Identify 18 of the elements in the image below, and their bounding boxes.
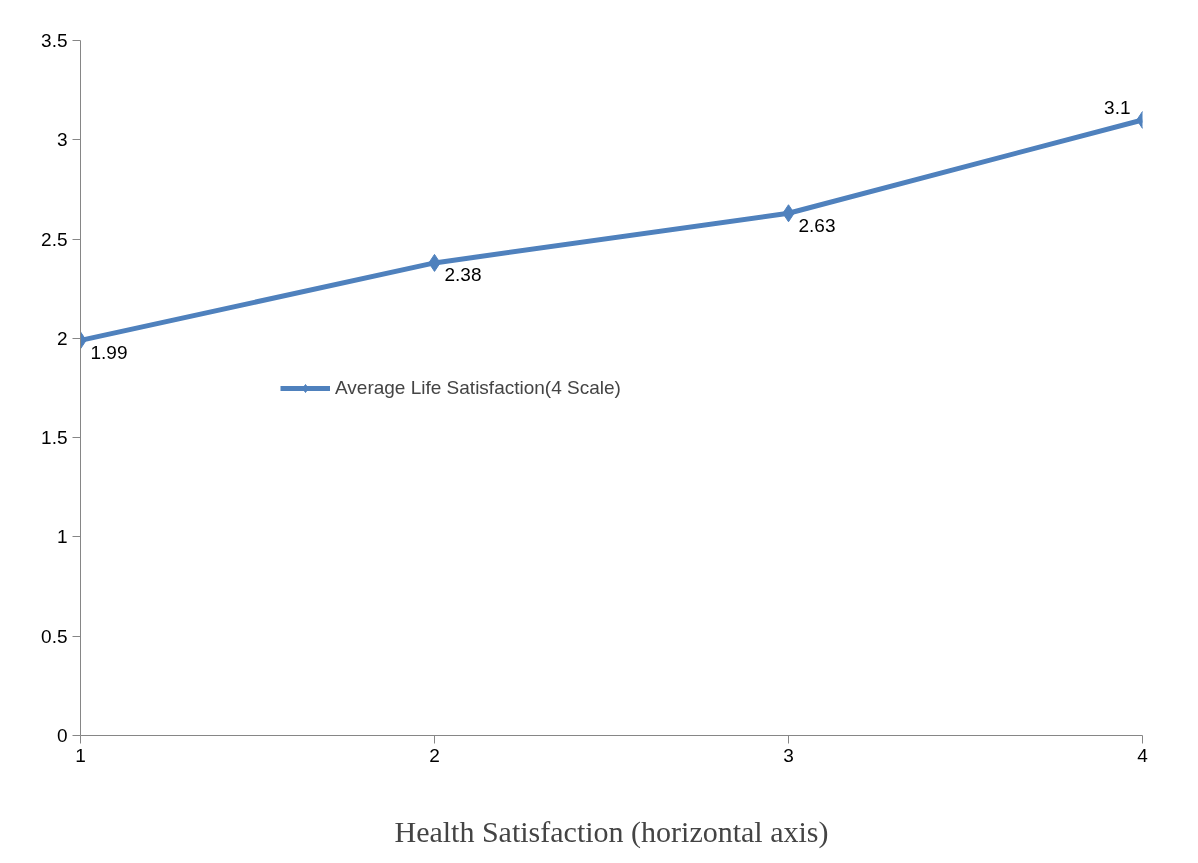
y-tick-label: 2.5 <box>41 228 68 250</box>
x-tick-label: 2 <box>429 744 440 766</box>
y-tick-label: 0.5 <box>41 625 68 647</box>
y-tick-label: 1.5 <box>41 427 68 449</box>
y-tick-label: 3 <box>56 129 68 151</box>
y-tick-label: 1 <box>56 526 68 548</box>
data-label: 2.63 <box>798 214 836 236</box>
y-tick-label: 3.5 <box>41 30 68 51</box>
data-label: 3.1 <box>1104 97 1131 119</box>
legend-label: Average Life Satisfaction(4 Scale) <box>335 376 621 399</box>
x-tick-label: 3 <box>783 744 794 766</box>
data-label: 1.99 <box>90 341 128 363</box>
x-tick-label: 1 <box>75 744 86 766</box>
data-label: 2.38 <box>444 264 482 286</box>
y-tick-label: 0 <box>56 725 68 746</box>
y-tick-label: 2 <box>56 327 68 349</box>
x-axis-title: Health Satisfaction (horizontal axis) <box>394 814 829 849</box>
x-tick-label: 4 <box>1137 744 1149 766</box>
